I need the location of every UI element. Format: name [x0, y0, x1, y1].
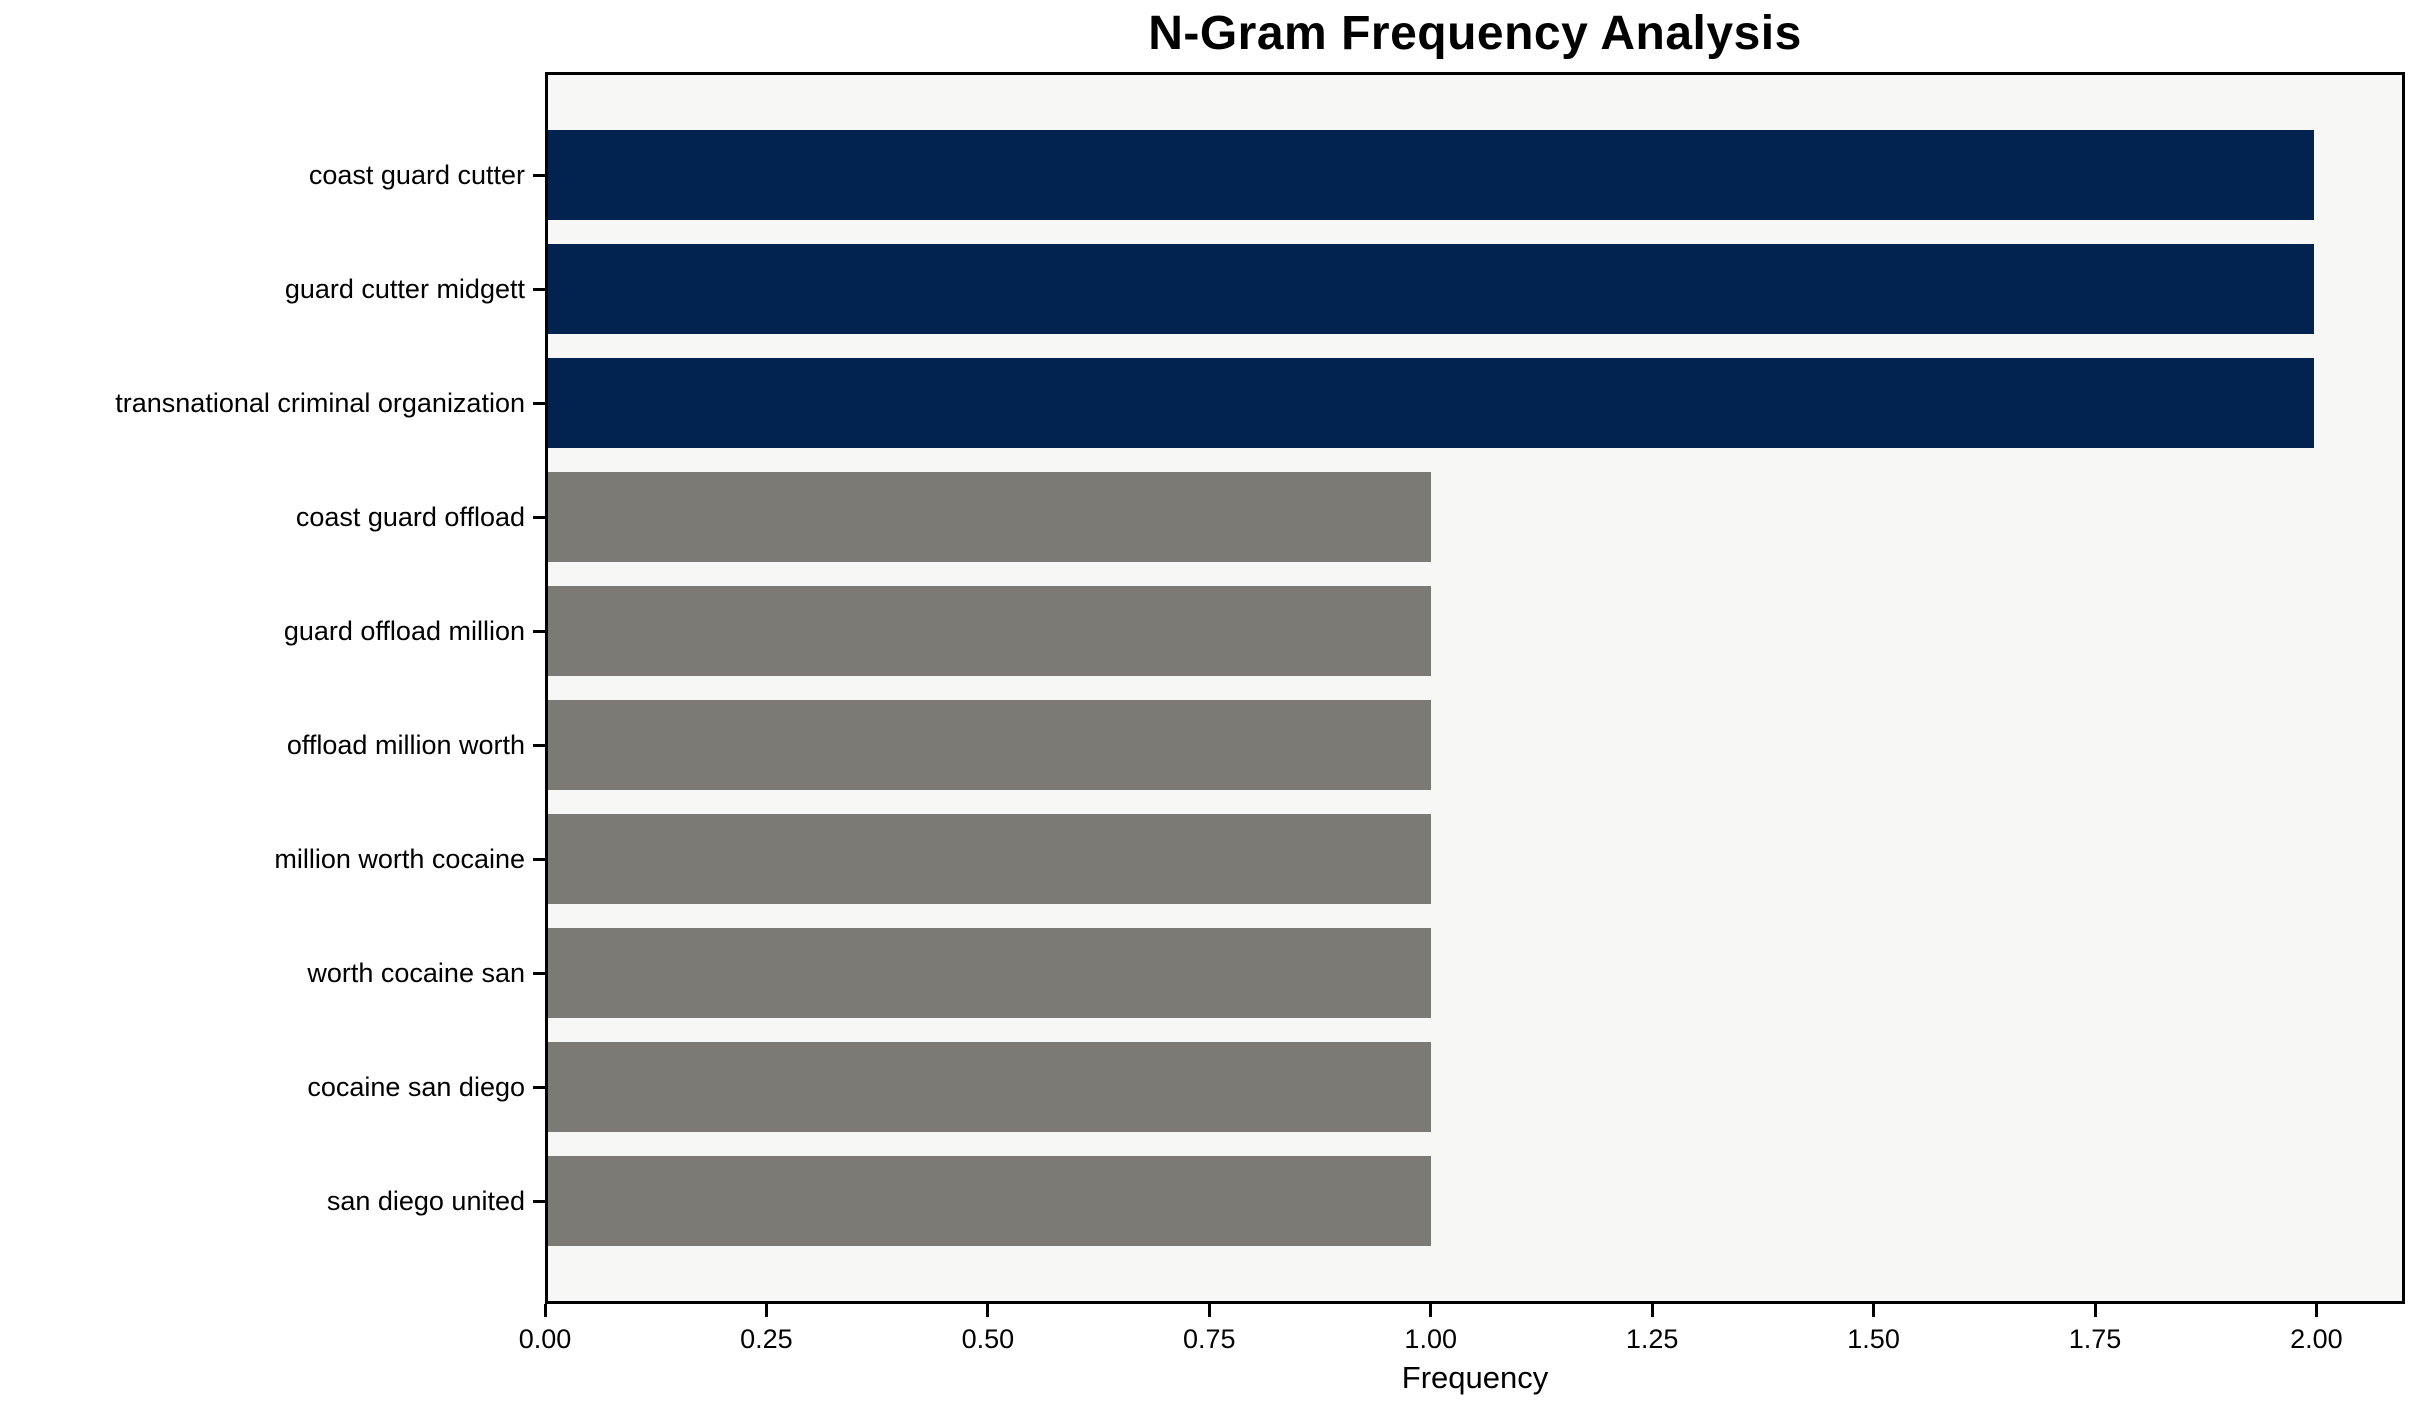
x-tick-label: 1.75 — [2068, 1324, 2122, 1354]
plot-area — [545, 72, 2405, 1304]
y-axis-label: offload million worth — [286, 730, 525, 760]
bar-row — [548, 814, 2402, 904]
bar-million-worth-cocaine — [548, 814, 1431, 904]
x-axis-label: Frequency — [1401, 1360, 1549, 1395]
x-tick-mark — [1650, 1304, 1654, 1317]
bar-row — [548, 358, 2402, 448]
chart-title: N-Gram Frequency Analysis — [1148, 7, 1802, 60]
y-tick-mark — [533, 743, 545, 747]
bar-offload-million-worth — [548, 700, 1431, 790]
y-tick-mark — [533, 1085, 545, 1089]
x-tick-label: 0.25 — [740, 1324, 793, 1354]
x-tick-mark — [543, 1304, 547, 1317]
bar-row — [548, 130, 2402, 220]
y-tick-mark — [533, 287, 545, 291]
x-tick-label: 2.00 — [2290, 1324, 2343, 1354]
y-axis-label: guard cutter midgett — [284, 274, 525, 304]
bar-guard-offload-million — [548, 586, 1431, 676]
x-tick-label: 0.50 — [961, 1324, 1015, 1354]
x-tick-mark — [1429, 1304, 1433, 1317]
y-tick-mark — [533, 173, 545, 177]
y-axis-label: cocaine san diego — [307, 1072, 525, 1102]
y-tick-mark — [533, 629, 545, 633]
y-tick-mark — [533, 401, 545, 405]
y-axis-label: coast guard cutter — [308, 160, 525, 190]
bar-worth-cocaine-san — [548, 928, 1431, 1018]
y-tick-mark — [533, 857, 545, 861]
x-tick-mark — [2093, 1304, 2097, 1317]
y-axis-label: transnational criminal organization — [115, 388, 525, 418]
y-tick-mark — [533, 971, 545, 975]
bar-guard-cutter-midgett — [548, 244, 2314, 334]
y-axis-label: san diego united — [326, 1186, 525, 1216]
y-axis-label: coast guard offload — [295, 502, 525, 532]
bar-row — [548, 928, 2402, 1018]
bar-row — [548, 1156, 2402, 1246]
bar-coast-guard-cutter — [548, 130, 2314, 220]
x-tick-mark — [764, 1304, 768, 1317]
y-tick-mark — [533, 515, 545, 519]
x-tick-mark — [2314, 1304, 2318, 1317]
y-tick-mark — [533, 1199, 545, 1203]
x-tick-label: 0.00 — [518, 1324, 572, 1354]
y-axis-label: guard offload million — [283, 616, 525, 646]
bar-row — [548, 586, 2402, 676]
y-axis-label: worth cocaine san — [307, 958, 525, 988]
x-tick-label: 1.25 — [1625, 1324, 1679, 1354]
x-tick-mark — [986, 1304, 990, 1317]
x-tick-label: 1.00 — [1404, 1324, 1457, 1354]
bar-transnational-criminal-organization — [548, 358, 2314, 448]
bar-cocaine-san-diego — [548, 1042, 1431, 1132]
bar-row — [548, 1042, 2402, 1132]
bar-row — [548, 472, 2402, 562]
x-tick-label: 0.75 — [1183, 1324, 1236, 1354]
bar-row — [548, 700, 2402, 790]
x-tick-mark — [1207, 1304, 1211, 1317]
x-tick-label: 1.50 — [1847, 1324, 1900, 1354]
y-axis-label: million worth cocaine — [274, 844, 525, 874]
x-tick-mark — [1872, 1304, 1876, 1317]
bar-coast-guard-offload — [548, 472, 1431, 562]
bar-san-diego-united — [548, 1156, 1431, 1246]
bar-row — [548, 244, 2402, 334]
